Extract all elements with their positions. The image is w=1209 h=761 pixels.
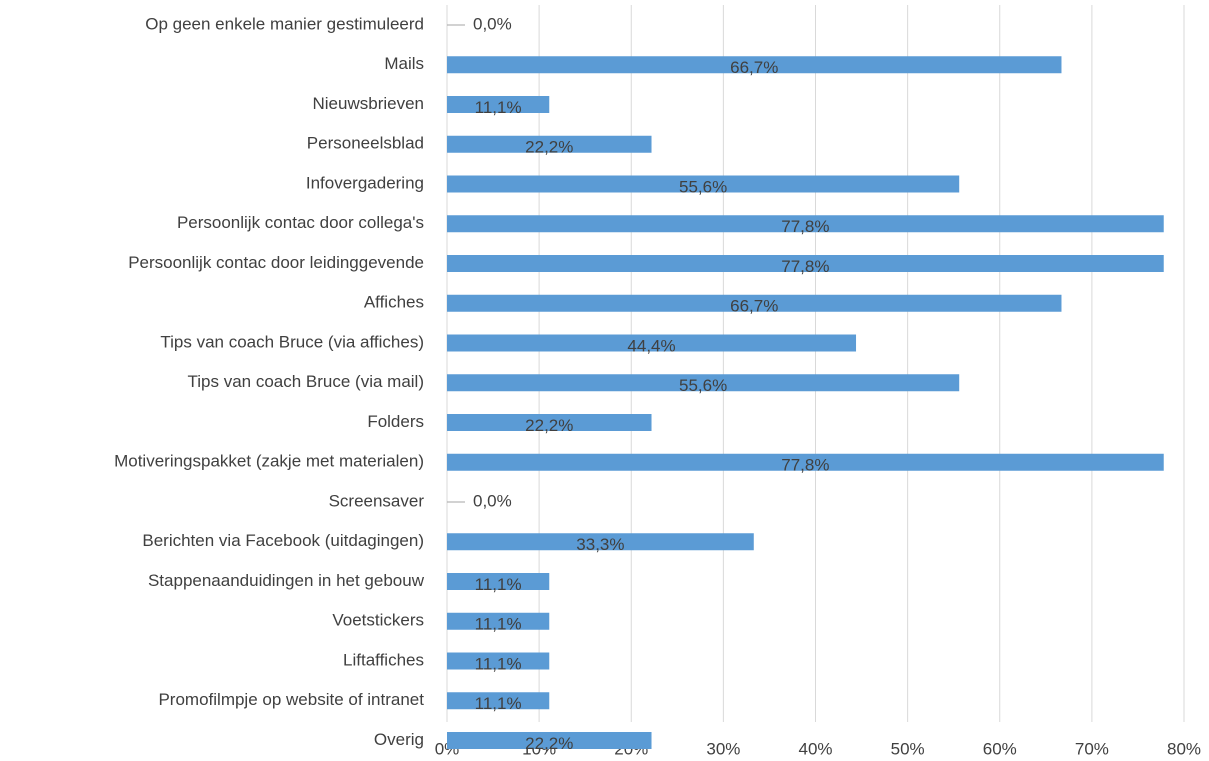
data-label: 66,7% — [730, 58, 778, 77]
data-label: 22,2% — [525, 416, 573, 435]
data-label: 0,0% — [473, 491, 512, 510]
bar — [447, 692, 550, 710]
bar — [447, 334, 857, 352]
x-tick-label: 80% — [1167, 739, 1201, 758]
data-label: 66,7% — [730, 297, 778, 316]
x-tick-label: 50% — [891, 739, 925, 758]
bar — [447, 374, 960, 392]
bar — [447, 215, 1164, 233]
y-tick-label: Overig — [374, 730, 424, 749]
y-tick-label: Voetstickers — [332, 611, 424, 630]
y-tick-label: Tips van coach Bruce (via affiches) — [160, 332, 424, 351]
bar — [447, 175, 960, 193]
y-tick-label: Persoonlijk contac door leidinggevende — [128, 253, 424, 272]
bar — [447, 533, 754, 551]
data-label: 11,1% — [475, 654, 522, 673]
data-label: 77,8% — [781, 257, 829, 276]
bar — [447, 96, 550, 113]
data-label: 0,0% — [473, 14, 512, 33]
data-label: 22,2% — [525, 138, 573, 157]
data-label: 22,2% — [525, 734, 573, 753]
bar — [447, 135, 652, 153]
bar — [447, 652, 550, 670]
y-tick-label: Screensaver — [329, 491, 425, 510]
x-tick-label: 60% — [983, 739, 1017, 758]
data-label: 11,1% — [475, 615, 522, 634]
y-tick-label: Affiches — [364, 293, 424, 312]
bar — [447, 255, 1164, 272]
bar — [447, 56, 1062, 74]
bar — [447, 414, 652, 431]
data-label: 33,3% — [576, 535, 624, 554]
y-tick-label: Liftaffiches — [343, 650, 424, 669]
data-label: 11,1% — [475, 694, 522, 713]
y-tick-label: Mails — [384, 54, 424, 73]
bar — [447, 612, 550, 630]
x-tick-label: 30% — [706, 739, 740, 758]
data-label: 55,6% — [679, 376, 727, 395]
x-tick-label: 40% — [798, 739, 832, 758]
y-tick-label: Persoonlijk contac door collega's — [177, 213, 424, 232]
y-tick-label: Berichten via Facebook (uitdagingen) — [142, 531, 424, 550]
y-tick-label: Promofilmpje op website of intranet — [158, 690, 424, 709]
y-tick-label: Folders — [367, 412, 424, 431]
y-tick-label: Personeelsblad — [307, 134, 424, 153]
y-tick-label: Stappenaanduidingen in het gebouw — [148, 571, 425, 590]
bar — [447, 573, 550, 590]
y-tick-label: Motiveringspakket (zakje met materialen) — [114, 452, 424, 471]
bar — [447, 294, 1062, 312]
y-tick-label: Nieuwsbrieven — [313, 94, 425, 113]
y-tick-label: Tips van coach Bruce (via mail) — [187, 372, 424, 391]
data-label: 11,1% — [475, 575, 522, 594]
y-tick-label: Op geen enkele manier gestimuleerd — [145, 14, 424, 33]
bar — [447, 453, 1164, 471]
data-label: 55,6% — [679, 177, 727, 196]
bar — [447, 732, 652, 749]
data-label: 77,8% — [781, 456, 829, 475]
data-label: 44,4% — [627, 336, 675, 355]
y-tick-label: Infovergadering — [306, 173, 424, 192]
x-tick-label: 70% — [1075, 739, 1109, 758]
data-label: 77,8% — [781, 217, 829, 236]
data-label: 11,1% — [475, 98, 522, 117]
